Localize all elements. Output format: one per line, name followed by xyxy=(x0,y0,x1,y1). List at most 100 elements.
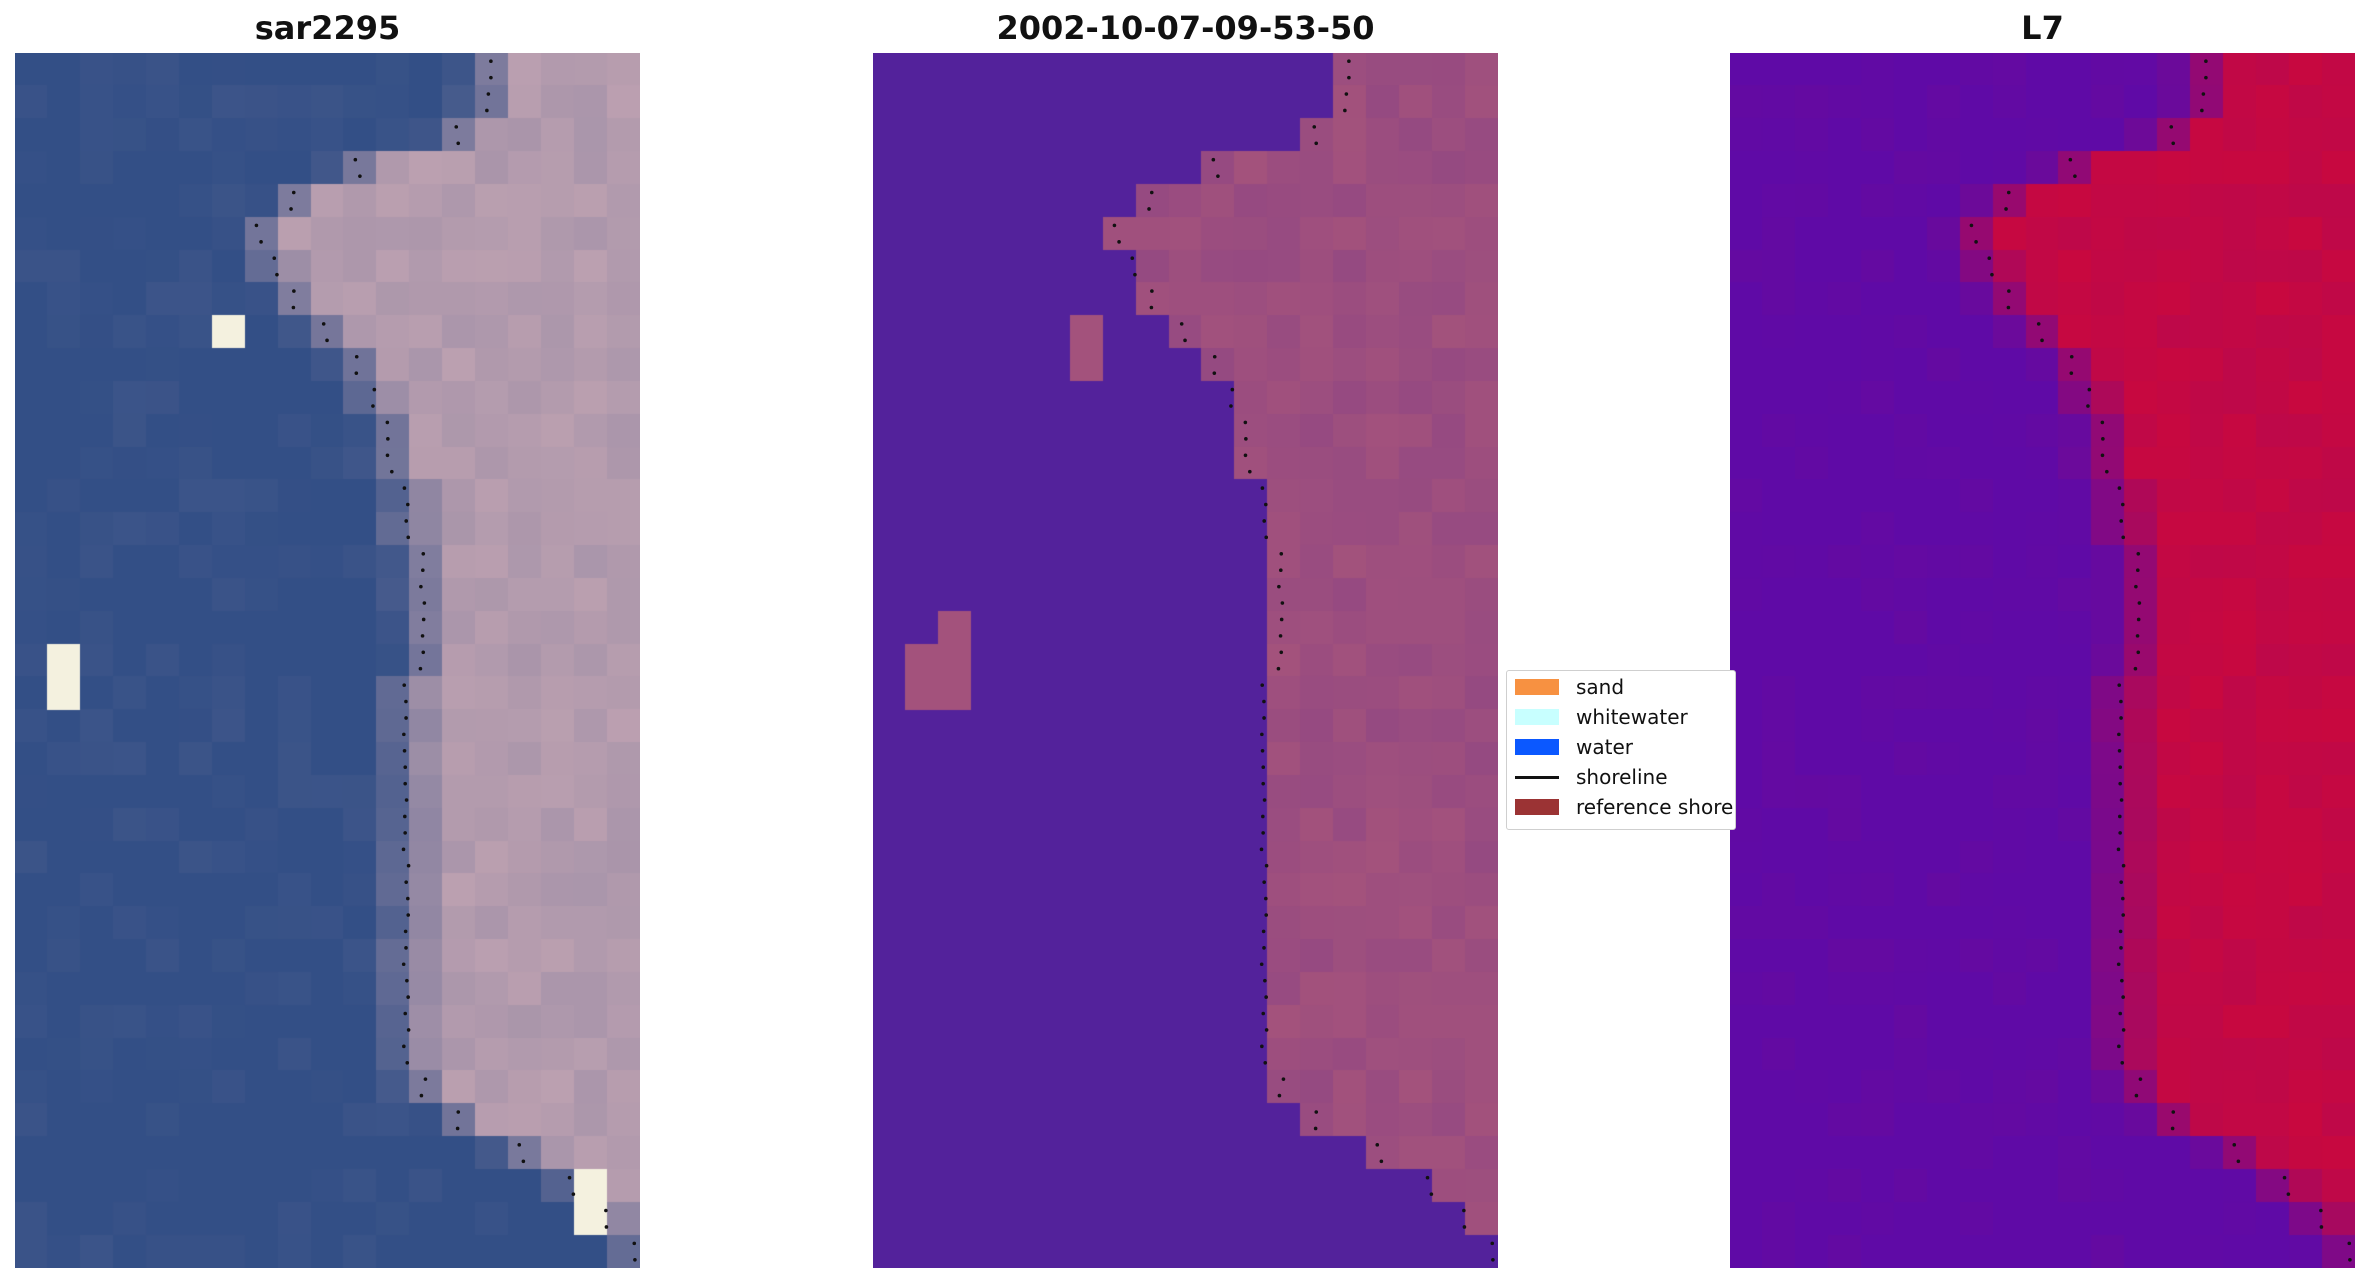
shoreline-overlay xyxy=(254,59,637,1262)
shoreline-dot xyxy=(406,1028,411,1032)
shoreline-dot xyxy=(1260,683,1265,687)
shoreline-dot xyxy=(2121,995,2125,999)
shoreline-dot xyxy=(2282,1175,2287,1180)
shoreline-dot xyxy=(2087,387,2092,392)
shoreline-dot xyxy=(406,863,411,868)
shoreline-dot xyxy=(2236,1159,2241,1164)
shoreline-dot xyxy=(1147,207,1151,211)
shoreline-dot xyxy=(1462,1225,1467,1229)
shoreline-dot xyxy=(1264,1028,1269,1032)
shoreline-dot xyxy=(1313,1126,1318,1131)
shoreline-dot xyxy=(486,92,491,96)
shoreline-dot xyxy=(385,453,390,458)
shoreline-dot xyxy=(1211,157,1216,162)
shoreline-dot xyxy=(404,519,409,523)
shoreline-dot xyxy=(353,157,358,162)
shoreline-dot xyxy=(2119,699,2123,704)
shoreline-dot xyxy=(456,1110,461,1114)
shoreline-dot xyxy=(1279,617,1284,622)
shoreline-dot xyxy=(259,240,263,244)
shoreline-dot xyxy=(1490,1241,1495,1246)
shoreline-dot xyxy=(1277,1093,1282,1098)
shoreline-dot xyxy=(2121,913,2126,917)
shoreline-dot xyxy=(406,502,410,507)
shoreline-dot xyxy=(1261,929,1266,934)
shoreline-dot xyxy=(1347,75,1351,80)
shoreline-dot xyxy=(2135,634,2140,638)
shoreline-dot xyxy=(2319,1225,2324,1229)
shoreline-dot xyxy=(402,486,407,490)
shoreline-dot xyxy=(2006,305,2011,310)
shoreline-dot xyxy=(419,1093,424,1098)
shoreline-dot xyxy=(2136,568,2140,572)
shoreline-dot xyxy=(1260,732,1264,737)
shoreline-dot xyxy=(2136,650,2141,655)
shoreline-dot xyxy=(2204,75,2208,80)
sand-swatch xyxy=(1515,679,1559,695)
shoreline-dot xyxy=(2100,420,2105,425)
shoreline-dot xyxy=(1276,666,1281,671)
shoreline-dot xyxy=(1212,354,1217,359)
shoreline-dot xyxy=(2040,338,2044,343)
shoreline-dot xyxy=(1229,404,1233,408)
shoreline-dot xyxy=(1264,863,1269,868)
shoreline-dot xyxy=(2201,92,2206,96)
shoreline-dot xyxy=(2117,732,2121,737)
legend-label: shoreline xyxy=(1576,765,1668,789)
shoreline-dot xyxy=(2007,289,2011,293)
legend: sand whitewater water shoreline referenc… xyxy=(1506,670,1736,830)
shoreline-dot xyxy=(2118,929,2123,934)
shoreline-dot xyxy=(1347,59,1351,64)
shoreline-dot xyxy=(354,371,359,375)
shoreline-dot xyxy=(2101,437,2105,441)
shoreline-dot xyxy=(2121,1028,2126,1032)
shoreline-dot xyxy=(421,551,426,556)
shoreline-dot xyxy=(489,59,493,64)
shoreline-dot xyxy=(1261,781,1265,786)
shoreline-dot xyxy=(2119,880,2123,884)
shoreline-dot xyxy=(406,913,411,917)
shoreline-dot xyxy=(1263,978,1267,983)
shoreline-dot xyxy=(404,946,408,950)
shoreline-dot xyxy=(1243,453,1248,458)
shoreline-dot xyxy=(354,354,359,359)
shoreline-line-swatch xyxy=(1515,775,1559,779)
classification-image xyxy=(873,53,1498,1268)
shoreline-dot xyxy=(567,1175,572,1180)
shoreline-dot xyxy=(2118,814,2122,819)
shoreline-dot xyxy=(2117,683,2122,687)
shoreline-dot xyxy=(1264,535,1269,540)
shoreline-dot xyxy=(2121,896,2125,901)
shoreline-dot xyxy=(1261,1011,1266,1016)
shoreline-dot xyxy=(325,338,329,343)
shoreline-dot xyxy=(2086,404,2090,408)
shoreline-dot xyxy=(1216,174,1220,178)
shoreline-dot xyxy=(2118,765,2123,770)
shoreline-dot xyxy=(2069,354,2074,359)
shoreline-dot xyxy=(1379,1159,1384,1164)
shoreline-dot xyxy=(571,1192,576,1196)
shoreline-dot xyxy=(403,831,407,835)
shoreline-dot xyxy=(2073,174,2077,178)
shoreline-dot xyxy=(2117,486,2122,490)
shoreline-dot xyxy=(2068,157,2073,162)
shoreline-dot xyxy=(2120,978,2124,983)
shoreline-dot xyxy=(2348,1257,2352,1262)
shoreline-dot xyxy=(2119,946,2123,950)
shoreline-dot xyxy=(2134,1093,2139,1098)
shoreline-dot xyxy=(2170,1126,2175,1131)
shoreline-dot xyxy=(2036,322,2041,326)
shoreline-dot xyxy=(2119,798,2124,802)
shoreline-dot xyxy=(291,190,296,195)
shoreline-dot xyxy=(604,1208,608,1213)
shoreline-dot xyxy=(2118,831,2122,835)
shoreline-dot xyxy=(489,75,493,80)
rgb-image-panel xyxy=(15,53,640,1268)
shoreline-dot xyxy=(1343,108,1347,113)
shoreline-dot xyxy=(292,289,296,293)
shoreline-dot xyxy=(1277,584,1281,589)
shoreline-dot xyxy=(2119,519,2124,523)
shoreline-dot xyxy=(2117,749,2122,753)
shoreline-dot xyxy=(2133,666,2138,671)
shoreline-dot xyxy=(1212,371,1217,375)
